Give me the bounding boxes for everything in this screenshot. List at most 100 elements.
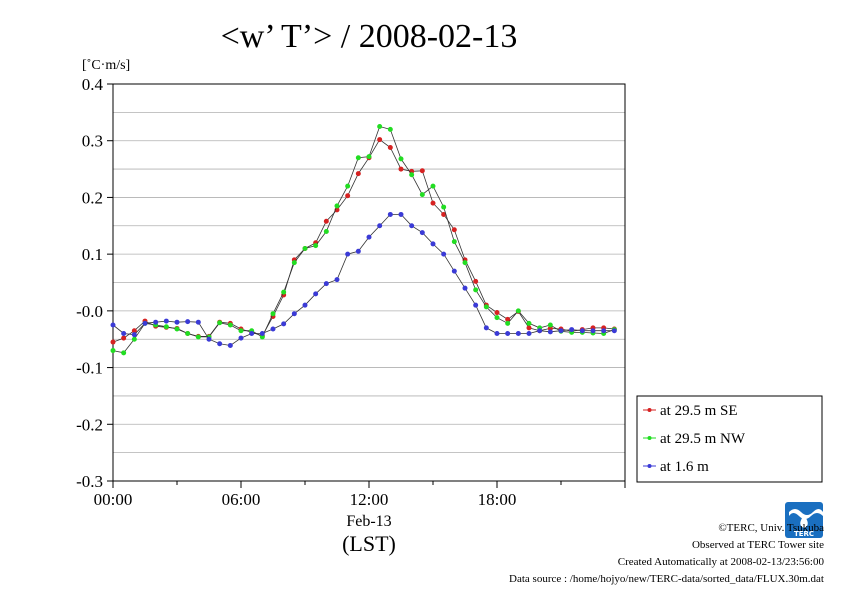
data-point xyxy=(355,155,361,161)
data-point xyxy=(142,320,148,326)
data-point xyxy=(473,287,479,293)
x-axis-title: (LST) xyxy=(342,531,396,556)
data-point xyxy=(462,260,468,266)
legend-label: at 1.6 m xyxy=(660,459,709,475)
x-tick-label: 18:00 xyxy=(478,490,517,509)
data-point xyxy=(110,348,116,354)
data-point xyxy=(345,251,351,257)
data-point xyxy=(590,328,596,334)
data-point xyxy=(409,223,415,229)
data-point xyxy=(398,211,404,217)
x-tick-label: 12:00 xyxy=(350,490,389,509)
data-point xyxy=(355,248,361,254)
data-source-text: Data source : /home/hojyo/new/TERC-data/… xyxy=(509,573,824,585)
data-point xyxy=(494,315,500,321)
created-text: Created Automatically at 2008-02-13/23:5… xyxy=(617,556,824,568)
chart-title: <w’ T’> / 2008-02-13 xyxy=(221,18,518,55)
y-tick-label: -0.1 xyxy=(76,359,103,378)
data-point xyxy=(345,183,351,189)
data-point xyxy=(195,334,201,340)
data-point xyxy=(227,342,233,348)
data-point xyxy=(462,285,468,291)
data-point xyxy=(131,336,137,342)
data-point xyxy=(494,331,500,337)
data-point xyxy=(313,243,319,249)
x-tick-label: 00:00 xyxy=(94,490,133,509)
data-point xyxy=(355,171,361,177)
observed-text: Observed at TERC Tower site xyxy=(691,539,824,551)
data-point xyxy=(195,319,201,325)
data-point xyxy=(505,331,511,337)
data-point xyxy=(174,326,180,332)
data-point xyxy=(313,291,319,297)
y-axis-unit-label: [˚C·m/s] xyxy=(82,58,130,73)
y-tick-label: -0.3 xyxy=(76,472,103,491)
data-point xyxy=(430,183,436,189)
data-point xyxy=(334,277,340,283)
y-tick-label: 0.2 xyxy=(82,188,103,207)
data-point xyxy=(441,204,447,210)
plot-series xyxy=(110,124,617,356)
data-point xyxy=(153,319,159,325)
data-point xyxy=(473,302,479,308)
data-point xyxy=(121,331,127,337)
legend-label: at 29.5 m SE xyxy=(660,403,738,419)
data-point xyxy=(387,211,393,217)
data-point xyxy=(185,331,191,337)
data-point xyxy=(377,223,383,229)
legend: at 29.5 m SE at 29.5 m NW at 1.6 m xyxy=(636,395,823,483)
data-point xyxy=(451,268,457,274)
data-point xyxy=(121,350,127,356)
data-point xyxy=(163,324,169,330)
data-point xyxy=(430,200,436,206)
data-point xyxy=(281,289,287,295)
data-point xyxy=(302,245,308,251)
data-point xyxy=(515,308,521,314)
data-point xyxy=(217,341,223,347)
data-point xyxy=(302,302,308,308)
data-point xyxy=(387,126,393,132)
data-point xyxy=(270,326,276,332)
data-point xyxy=(345,193,351,199)
data-point xyxy=(526,331,532,337)
x-axis-date-label: Feb-13 xyxy=(346,513,391,530)
data-point xyxy=(526,325,532,331)
legend-label: at 29.5 m NW xyxy=(660,431,746,447)
data-point xyxy=(611,328,617,334)
data-point xyxy=(473,278,479,284)
data-point xyxy=(281,321,287,327)
data-point xyxy=(430,241,436,247)
data-point xyxy=(547,329,553,335)
data-point xyxy=(291,260,297,266)
data-point xyxy=(398,166,404,172)
y-tick-label: -0.2 xyxy=(76,415,103,434)
data-point xyxy=(206,336,212,342)
data-point xyxy=(483,325,489,331)
y-tick-label: -0.0 xyxy=(76,302,103,321)
data-point xyxy=(441,211,447,217)
data-point xyxy=(451,227,457,233)
data-point xyxy=(249,331,255,337)
data-point xyxy=(323,281,329,287)
logo-text: TERC xyxy=(794,530,814,538)
data-point xyxy=(174,319,180,325)
data-point xyxy=(259,331,265,337)
data-point xyxy=(483,304,489,310)
data-point xyxy=(451,239,457,245)
data-point xyxy=(185,319,191,325)
data-point xyxy=(494,310,500,316)
data-point xyxy=(579,328,585,334)
data-point xyxy=(270,311,276,317)
data-point xyxy=(441,251,447,257)
data-point xyxy=(217,320,223,326)
legend-swatch-marker xyxy=(647,436,652,440)
data-point xyxy=(163,318,169,324)
data-point xyxy=(227,322,233,328)
data-point xyxy=(238,335,244,341)
legend-swatch-marker xyxy=(647,464,652,468)
data-point xyxy=(334,203,340,209)
data-point xyxy=(505,316,511,322)
y-tick-label: 0.3 xyxy=(82,132,103,151)
data-point xyxy=(323,228,329,234)
